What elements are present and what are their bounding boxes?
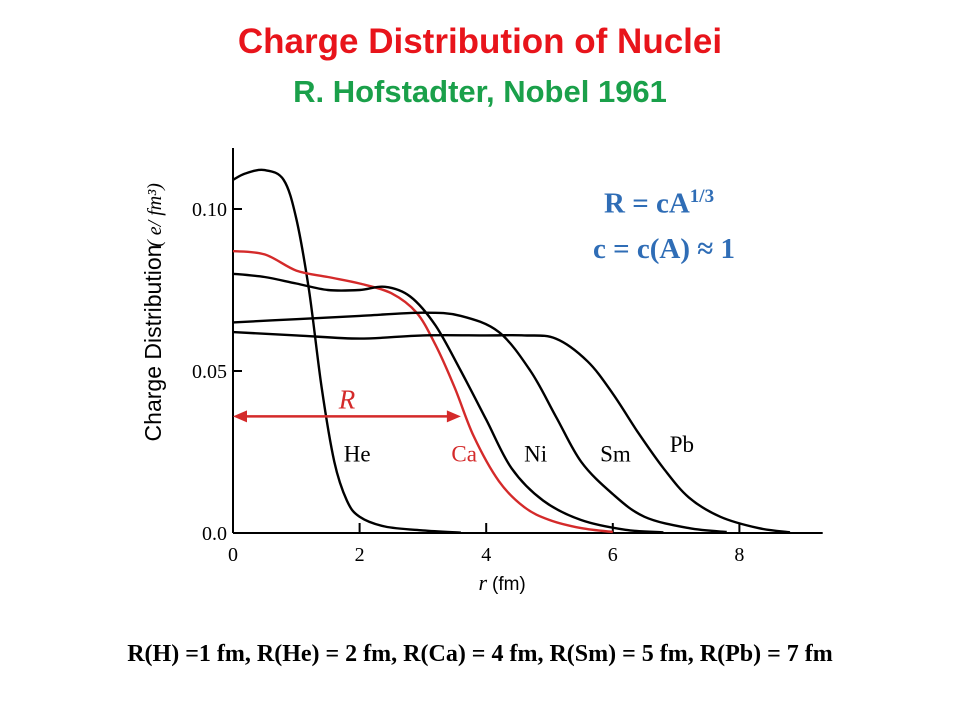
curve-label-sm: Sm — [600, 442, 631, 467]
radius-values-footer: R(H) =1 fm, R(He) = 2 fm, R(Ca) = 4 fm, … — [127, 641, 833, 667]
y-axis-title: Charge Distribution — [140, 245, 166, 442]
page-title: Charge Distribution of Nuclei — [237, 22, 723, 61]
curve-pb — [232, 330, 791, 534]
curve-label-ca: Ca — [451, 442, 477, 467]
y-tick-label: 0.0 — [202, 523, 227, 545]
radius-arrow-label: R — [338, 384, 356, 414]
radius-formula: R = cA1/3 — [604, 186, 714, 221]
y-tick-label: 0.05 — [192, 361, 227, 383]
curve-label-ni: Ni — [524, 442, 547, 467]
x-axis-unit: (fm) — [492, 574, 526, 595]
chart-curves: He Ca Ni Sm Pb — [232, 168, 791, 534]
radius-formula-main: R = cA — [604, 187, 690, 220]
x-tick-label: 4 — [481, 544, 491, 566]
x-tick-label: 2 — [355, 544, 365, 566]
y-axis-unit: ( e/ fm³) — [144, 183, 166, 247]
constant-formula: c = c(A) ≈ 1 — [593, 233, 735, 265]
curve-ni — [232, 272, 664, 534]
x-tick-label: 0 — [228, 544, 238, 566]
chart-annotations: R — [233, 384, 461, 423]
radius-formula-exponent: 1/3 — [689, 186, 715, 207]
x-tick-label: 6 — [608, 544, 618, 566]
curve-label-he: He — [344, 442, 371, 467]
x-tick-label: 8 — [734, 544, 744, 566]
curve-ca — [232, 249, 613, 534]
curve-label-pb: Pb — [670, 432, 694, 457]
curve-sm — [232, 311, 727, 534]
radius-arrow-head-left — [233, 410, 247, 423]
radius-arrow-head-right — [446, 410, 461, 423]
curve-he — [232, 168, 461, 534]
y-tick-label: 0.10 — [192, 199, 227, 221]
x-axis-title: r — [478, 570, 487, 595]
chart-axes — [232, 148, 823, 534]
page-subtitle: R. Hofstadter, Nobel 1961 — [293, 74, 667, 109]
